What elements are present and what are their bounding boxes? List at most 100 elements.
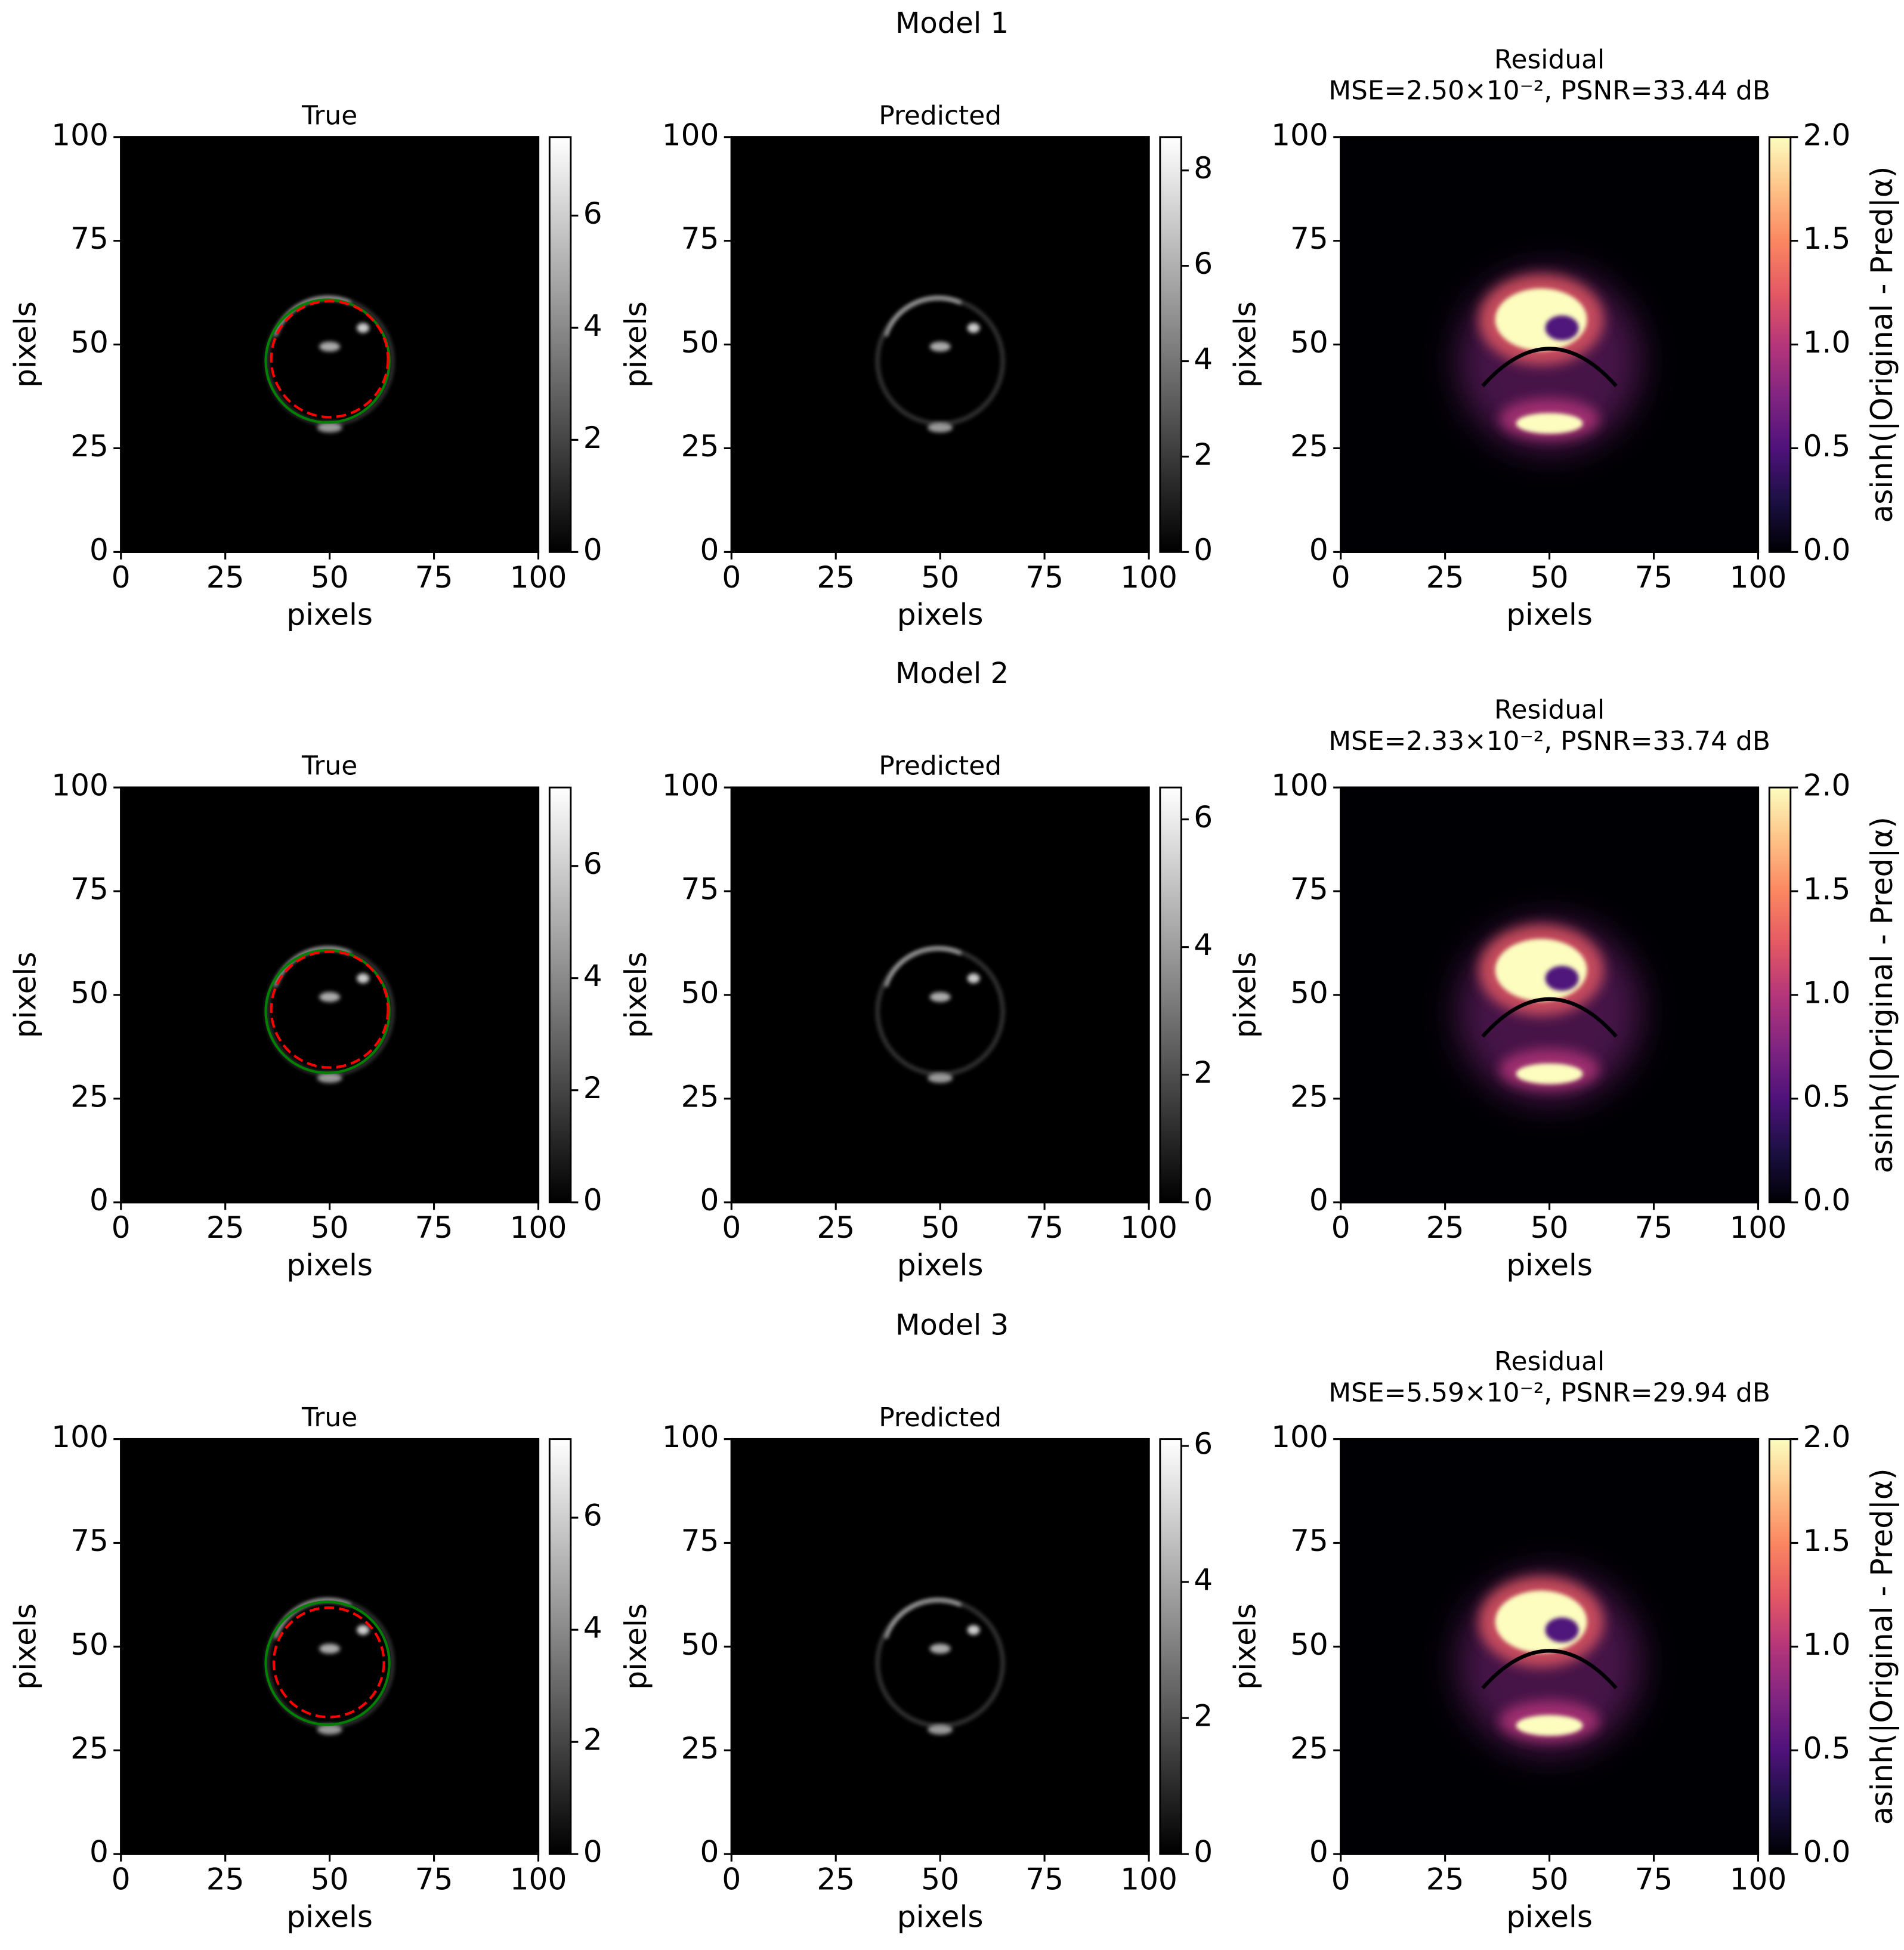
colorbar-tick-label: 0.0 [1803, 1182, 1851, 1217]
y-tick-label: 100 [51, 768, 109, 803]
x-tick-label: 0 [112, 560, 131, 595]
y-tick-label: 0 [700, 1834, 719, 1869]
row-title: Model 2 [895, 657, 1009, 690]
x-tick-label: 50 [1531, 560, 1569, 595]
arc [884, 296, 962, 337]
colorbar-tick-label: 4 [583, 958, 602, 993]
colorbar-tick-label: 4 [583, 308, 602, 343]
x-tick-label: 75 [1635, 1862, 1673, 1897]
colorbar [1159, 136, 1182, 553]
x-tick-label: 25 [206, 560, 245, 595]
colorbar-tick-label: 0 [583, 1182, 602, 1217]
colorbar-tick-label: 4 [1194, 341, 1213, 376]
y-tick-label: 50 [70, 325, 109, 360]
y-tick-label: 0 [700, 1182, 719, 1217]
arc [884, 947, 962, 987]
image [120, 137, 539, 552]
panel-title: True [301, 1402, 357, 1433]
x-tick-label: 100 [1120, 1210, 1177, 1245]
colorbar-tick-label: 6 [1194, 1426, 1213, 1461]
colorbar-tick-label: 0 [583, 532, 602, 567]
x-axis-label: pixels [897, 1247, 984, 1283]
spot [357, 1625, 370, 1635]
colorbar-tick-label: 4 [583, 1610, 602, 1645]
y-tick-label: 75 [70, 221, 109, 256]
panel-subtitle: MSE=5.59×10⁻², PSNR=29.94 dB [1328, 1377, 1770, 1408]
y-tick-label: 0 [1309, 532, 1328, 567]
fit-circle [264, 948, 391, 1074]
y-tick-label: 0 [700, 532, 719, 567]
colorbar-tick-label: 1.0 [1803, 1627, 1851, 1662]
y-tick-label: 100 [662, 1419, 719, 1454]
colorbar-tick-label: 2 [1194, 1698, 1213, 1733]
colorbar [548, 786, 572, 1204]
x-axis-label: pixels [286, 1899, 373, 1934]
y-tick-label: 50 [70, 975, 109, 1010]
x-tick-label: 75 [1635, 560, 1673, 595]
y-tick-label: 0 [89, 532, 109, 567]
spot [317, 1725, 342, 1735]
spot [319, 341, 341, 352]
colorbar [1159, 1438, 1182, 1855]
y-tick-label: 0 [89, 1182, 109, 1217]
x-tick-label: 100 [1120, 1862, 1177, 1897]
x-tick-label: 50 [311, 560, 349, 595]
residual-core [1516, 413, 1583, 434]
row-title: Model 3 [895, 1309, 1009, 1342]
colorbar [548, 1438, 572, 1855]
y-axis-label: pixels [8, 952, 43, 1039]
x-tick-label: 50 [311, 1210, 349, 1245]
panel-subtitle: MSE=2.50×10⁻², PSNR=33.44 dB [1328, 76, 1770, 106]
colorbar-tick-label: 2.0 [1803, 117, 1851, 152]
x-tick-label: 75 [1025, 560, 1064, 595]
image [731, 787, 1149, 1203]
panel-title: Residual [1494, 695, 1605, 725]
colorbar-tick-label: 6 [1194, 246, 1213, 281]
colorbar [1768, 136, 1792, 553]
colorbar-tick-label: 2.0 [1803, 768, 1851, 803]
y-tick-label: 0 [1309, 1182, 1328, 1217]
y-tick-label: 50 [1290, 975, 1328, 1010]
y-axis-label: pixels [1228, 952, 1263, 1039]
colorbar-tick-label: 0 [1194, 1834, 1213, 1869]
spot [928, 1725, 953, 1735]
residual-core [1516, 1063, 1583, 1084]
colorbar [548, 136, 572, 553]
x-axis-label: pixels [897, 1899, 984, 1934]
y-tick-label: 50 [681, 1627, 719, 1662]
image [731, 137, 1149, 552]
y-tick-label: 75 [681, 221, 719, 256]
x-tick-label: 50 [1531, 1862, 1569, 1897]
colorbar-tick-label: 4 [1194, 1562, 1213, 1597]
y-tick-label: 100 [662, 768, 719, 803]
colorbar-tick-label: 2 [1194, 1055, 1213, 1090]
colorbar-tick-label: 8 [1194, 150, 1213, 186]
residual-hole [1545, 315, 1579, 341]
y-axis-label: pixels [1228, 1603, 1263, 1690]
image [731, 1439, 1149, 1855]
spot [929, 341, 951, 352]
y-tick-label: 100 [51, 1419, 109, 1454]
residual-hole [1545, 966, 1579, 991]
x-axis-label: pixels [286, 597, 373, 632]
y-tick-label: 100 [1271, 768, 1328, 803]
y-axis-label: pixels [618, 301, 653, 388]
x-tick-label: 25 [206, 1862, 245, 1897]
x-tick-label: 100 [510, 1210, 567, 1245]
colorbar-tick-label: 0.0 [1803, 532, 1851, 567]
colorbar-tick-label: 0 [583, 1834, 602, 1869]
residual-arc [1481, 347, 1618, 388]
colorbar [1768, 786, 1792, 1204]
y-tick-label: 100 [1271, 1419, 1328, 1454]
x-axis-label: pixels [1506, 597, 1593, 632]
x-tick-label: 75 [415, 560, 453, 595]
residual-core [1516, 1715, 1583, 1736]
y-tick-label: 25 [681, 428, 719, 463]
colorbar-label: asinh(|Original - Pred|α) [1864, 817, 1899, 1173]
colorbar-tick-label: 1.0 [1803, 975, 1851, 1010]
image [120, 787, 539, 1203]
colorbar-tick-label: 6 [583, 846, 602, 881]
x-tick-label: 75 [1025, 1210, 1064, 1245]
colorbar-tick-label: 1.5 [1803, 1523, 1851, 1558]
